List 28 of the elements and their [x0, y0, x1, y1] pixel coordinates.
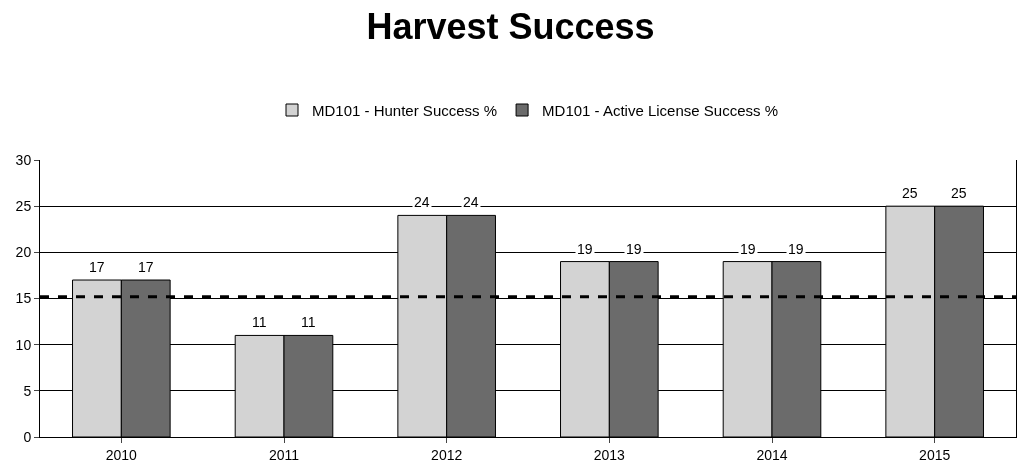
x-tick-label: 2010 — [105, 446, 138, 463]
data-label: 17 — [138, 259, 154, 275]
data-label: 19 — [626, 241, 642, 257]
x-tick-label: 2014 — [756, 446, 788, 463]
data-label: 19 — [740, 241, 756, 257]
data-label: 11 — [301, 314, 316, 330]
data-label: 19 — [577, 241, 593, 257]
y-tick-label: 5 — [23, 382, 32, 399]
y-tick-label: 10 — [15, 336, 32, 353]
legend-label: MD101 - Active License Success % — [542, 101, 779, 119]
data-label: 19 — [788, 241, 804, 257]
chart-title: Harvest Success — [366, 6, 655, 48]
x-tick-label: 2011 — [268, 446, 300, 463]
x-tick-label: 2015 — [919, 446, 951, 463]
y-tick-label: 25 — [15, 198, 32, 215]
data-label: 17 — [89, 259, 105, 275]
data-label: 24 — [414, 194, 430, 210]
x-tick-label: 2012 — [431, 446, 463, 463]
data-label: 11 — [252, 314, 267, 330]
legend-label: MD101 - Hunter Success % — [312, 101, 498, 119]
data-label: 25 — [951, 185, 967, 201]
y-tick-label: 30 — [15, 151, 32, 168]
data-label: 25 — [902, 185, 918, 201]
y-tick-label: 20 — [15, 244, 32, 261]
data-label: 24 — [463, 194, 479, 210]
x-tick-label: 2013 — [593, 446, 626, 463]
y-tick-label: 15 — [15, 290, 32, 307]
y-tick-label: 0 — [23, 428, 32, 445]
